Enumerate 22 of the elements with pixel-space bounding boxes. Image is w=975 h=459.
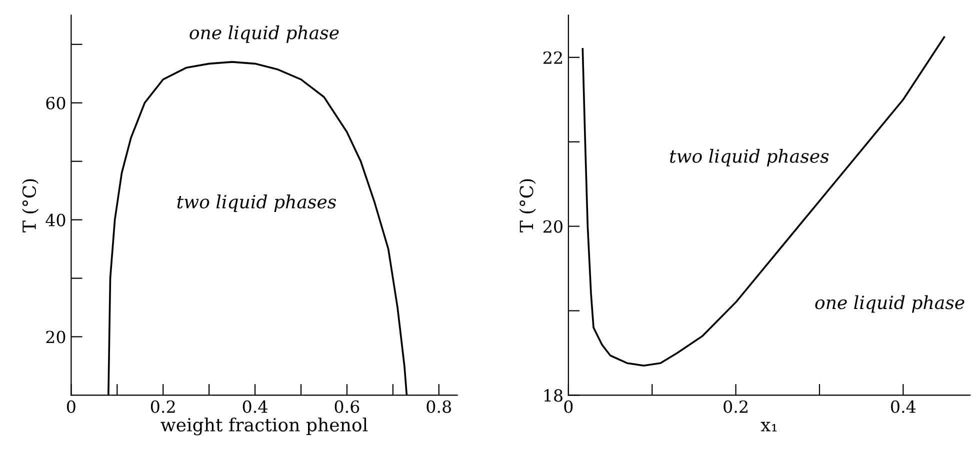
x-tick-label: 0.6 [334, 400, 360, 413]
y-tick-label: 60 [46, 96, 66, 110]
x-tick-label: 0.4 [891, 400, 916, 413]
annotation: two liquid phases [670, 148, 829, 166]
x-tick-label: 0 [66, 400, 76, 413]
y-axis-title: T (°C) [22, 179, 39, 232]
annotation: one liquid phase [815, 295, 964, 313]
x-axis-title: x₁ [760, 422, 777, 432]
y-axis-title: T (°C) [519, 179, 536, 232]
y-tick-label: 20 [46, 330, 66, 344]
x-axis-title: weight fraction phenol [160, 418, 368, 436]
x-tick-label: 0.2 [724, 400, 748, 413]
y-tick-label: 40 [46, 214, 66, 226]
y-tick-label: 18 [544, 389, 562, 402]
x-tick-label: 0.8 [426, 400, 452, 413]
y-tick-label: 22 [543, 51, 562, 64]
annotation: one liquid phase [190, 25, 339, 43]
x-tick-label: 0 [564, 400, 573, 413]
y-tick-label: 20 [543, 220, 562, 233]
x-tick-label: 0.2 [150, 400, 175, 413]
annotation: two liquid phases [177, 194, 336, 212]
x-tick-label: 0.4 [242, 400, 268, 413]
